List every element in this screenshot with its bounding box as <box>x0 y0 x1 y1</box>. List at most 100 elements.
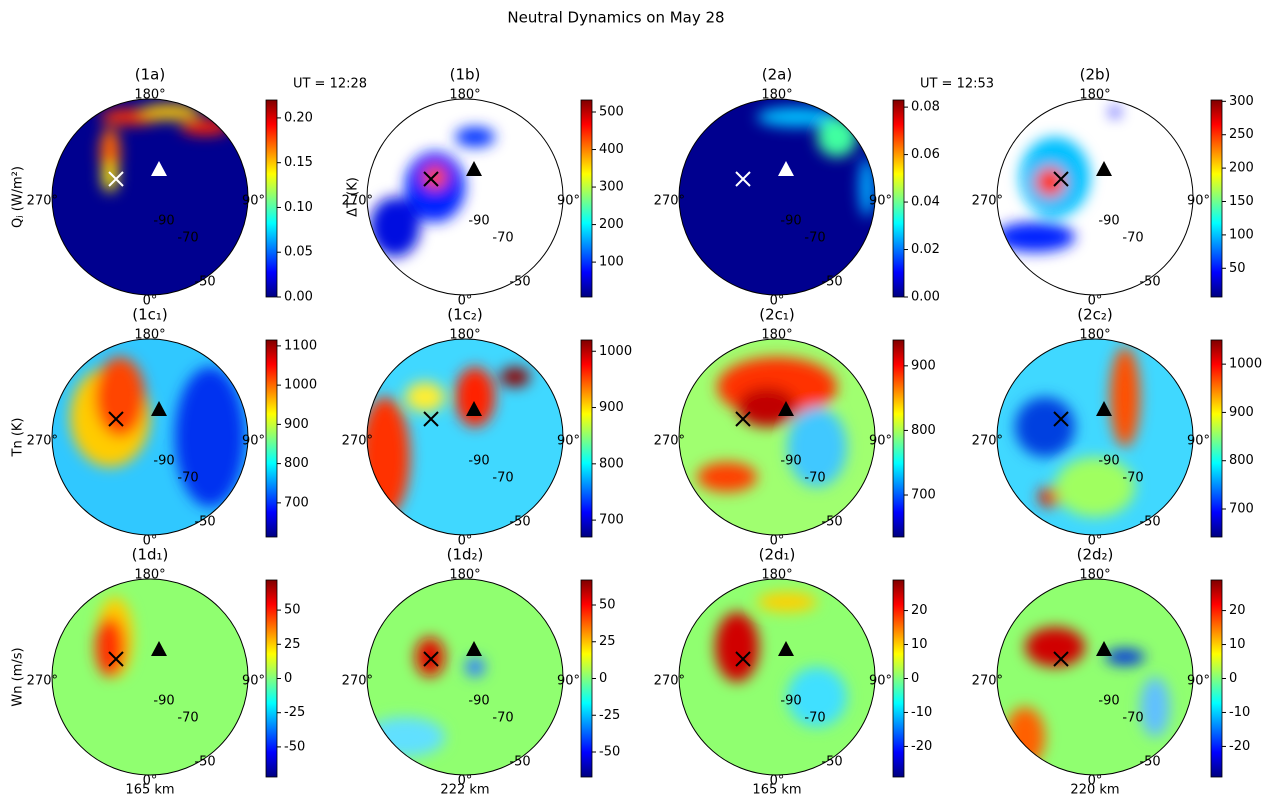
polar-label: -90 <box>1098 454 1119 469</box>
polar-field <box>367 339 563 535</box>
colorbar-tick-label: 0.04 <box>911 195 940 210</box>
colorbar-tick-label: 25 <box>284 637 301 652</box>
field-blob <box>787 407 847 487</box>
field-blob <box>859 157 875 217</box>
polar-label: 180° <box>1079 88 1110 103</box>
polar-label: 0° <box>143 534 158 549</box>
polar-frame <box>51 98 249 296</box>
triangle-marker <box>778 161 794 176</box>
altitude-label: 222 km <box>440 783 489 798</box>
polar-label: -90 <box>780 694 801 709</box>
panel-title: (1b) <box>450 66 481 84</box>
polar-label: 180° <box>1079 568 1110 583</box>
colorbar-tick-label: 0.10 <box>284 200 313 215</box>
panel-title: (2c₁) <box>759 306 795 324</box>
y-axis-label: Wn (m/s) <box>11 647 26 706</box>
polar-label: -90 <box>1098 694 1119 709</box>
panel-title: (1c₂) <box>447 306 483 324</box>
colorbar-tick-label: 700 <box>284 495 309 510</box>
colorbar-tick-label: 25 <box>599 634 616 649</box>
colorbar <box>1210 99 1223 298</box>
colorbar <box>1210 579 1223 778</box>
triangle-marker <box>778 641 794 656</box>
colorbar-tick-label: 900 <box>911 358 936 373</box>
polar-label: -50 <box>194 275 215 290</box>
polar-label: 270° <box>654 674 685 689</box>
field-blob <box>757 107 837 127</box>
field-blob <box>102 162 118 192</box>
polar-label: -90 <box>153 454 174 469</box>
field-background <box>52 579 248 775</box>
field-blob <box>100 127 120 177</box>
x-marker <box>108 171 124 187</box>
polar-label: 0° <box>143 774 158 789</box>
altitude-label: 165 km <box>125 783 174 798</box>
colorbar-tick-label: -25 <box>599 708 620 723</box>
colorbar-tick-label: 0 <box>911 671 919 686</box>
panel-title: (2d₂) <box>1077 546 1114 564</box>
polar-field <box>52 579 248 775</box>
colorbar-tick-label: 400 <box>599 142 624 157</box>
colorbar-tick-label: -10 <box>911 705 932 720</box>
triangle-marker <box>151 401 167 416</box>
field-blob <box>370 197 420 257</box>
ut-label: UT = 12:28 <box>293 77 367 92</box>
field-blob <box>1025 627 1085 667</box>
polar-frame <box>996 578 1194 776</box>
field-blob <box>140 104 200 120</box>
colorbar-tick-label: 200 <box>599 217 624 232</box>
polar-label: -90 <box>468 694 489 709</box>
colorbar-tick-label: 800 <box>1229 453 1254 468</box>
x-marker <box>423 411 439 427</box>
y-axis-label: Qⱼ (W/m²) <box>11 166 26 228</box>
triangle-marker <box>151 641 167 656</box>
field-blob <box>997 222 1075 252</box>
polar-frame <box>51 338 249 536</box>
colorbar <box>265 579 278 778</box>
ut-label: UT = 12:53 <box>920 77 994 92</box>
panel-title: (1d₁) <box>132 546 169 564</box>
panel-title: (2c₂) <box>1077 306 1113 324</box>
polar-label: 0° <box>1088 774 1103 789</box>
field-blob <box>423 165 447 189</box>
panel-title: (2d₁) <box>759 546 796 564</box>
colorbar-tick-label: 10 <box>1229 637 1246 652</box>
polar-label: -70 <box>492 471 513 486</box>
colorbar-tick-label: 0 <box>1229 671 1237 686</box>
field-blob <box>1140 677 1170 737</box>
polar-field <box>997 339 1193 535</box>
triangle-marker <box>151 161 167 176</box>
triangle-marker <box>466 401 482 416</box>
polar-label: -70 <box>177 711 198 726</box>
colorbar-tick-label: 0 <box>284 671 292 686</box>
altitude-label: 220 km <box>1070 783 1119 798</box>
polar-field <box>679 339 875 535</box>
colorbar-tick-label: 300 <box>1229 94 1254 109</box>
x-marker <box>735 171 751 187</box>
field-blob <box>817 117 857 157</box>
polar-field <box>679 99 875 295</box>
polar-label: 180° <box>134 88 165 103</box>
field-blob <box>1035 167 1065 197</box>
polar-label: 90° <box>557 434 580 449</box>
polar-label: 0° <box>458 294 473 309</box>
polar-label: -50 <box>821 275 842 290</box>
colorbar-tick-label: 20 <box>911 603 928 618</box>
polar-label: -70 <box>1122 471 1143 486</box>
panel-title: (2b) <box>1080 66 1111 84</box>
polar-field <box>367 579 563 775</box>
field-blob <box>455 127 495 147</box>
field-blob <box>1055 457 1135 517</box>
colorbar-tick-label: 20 <box>1229 603 1246 618</box>
polar-label: 270° <box>654 194 685 209</box>
polar-label: 180° <box>1079 328 1110 343</box>
field-background <box>367 99 563 295</box>
colorbar <box>580 339 593 538</box>
polar-label: -70 <box>1122 711 1143 726</box>
colorbar-tick-label: 150 <box>1229 194 1254 209</box>
polar-label: -50 <box>509 755 530 770</box>
polar-label: -90 <box>153 694 174 709</box>
colorbar <box>265 99 278 298</box>
field-blobs <box>370 127 495 257</box>
x-marker <box>1053 411 1069 427</box>
